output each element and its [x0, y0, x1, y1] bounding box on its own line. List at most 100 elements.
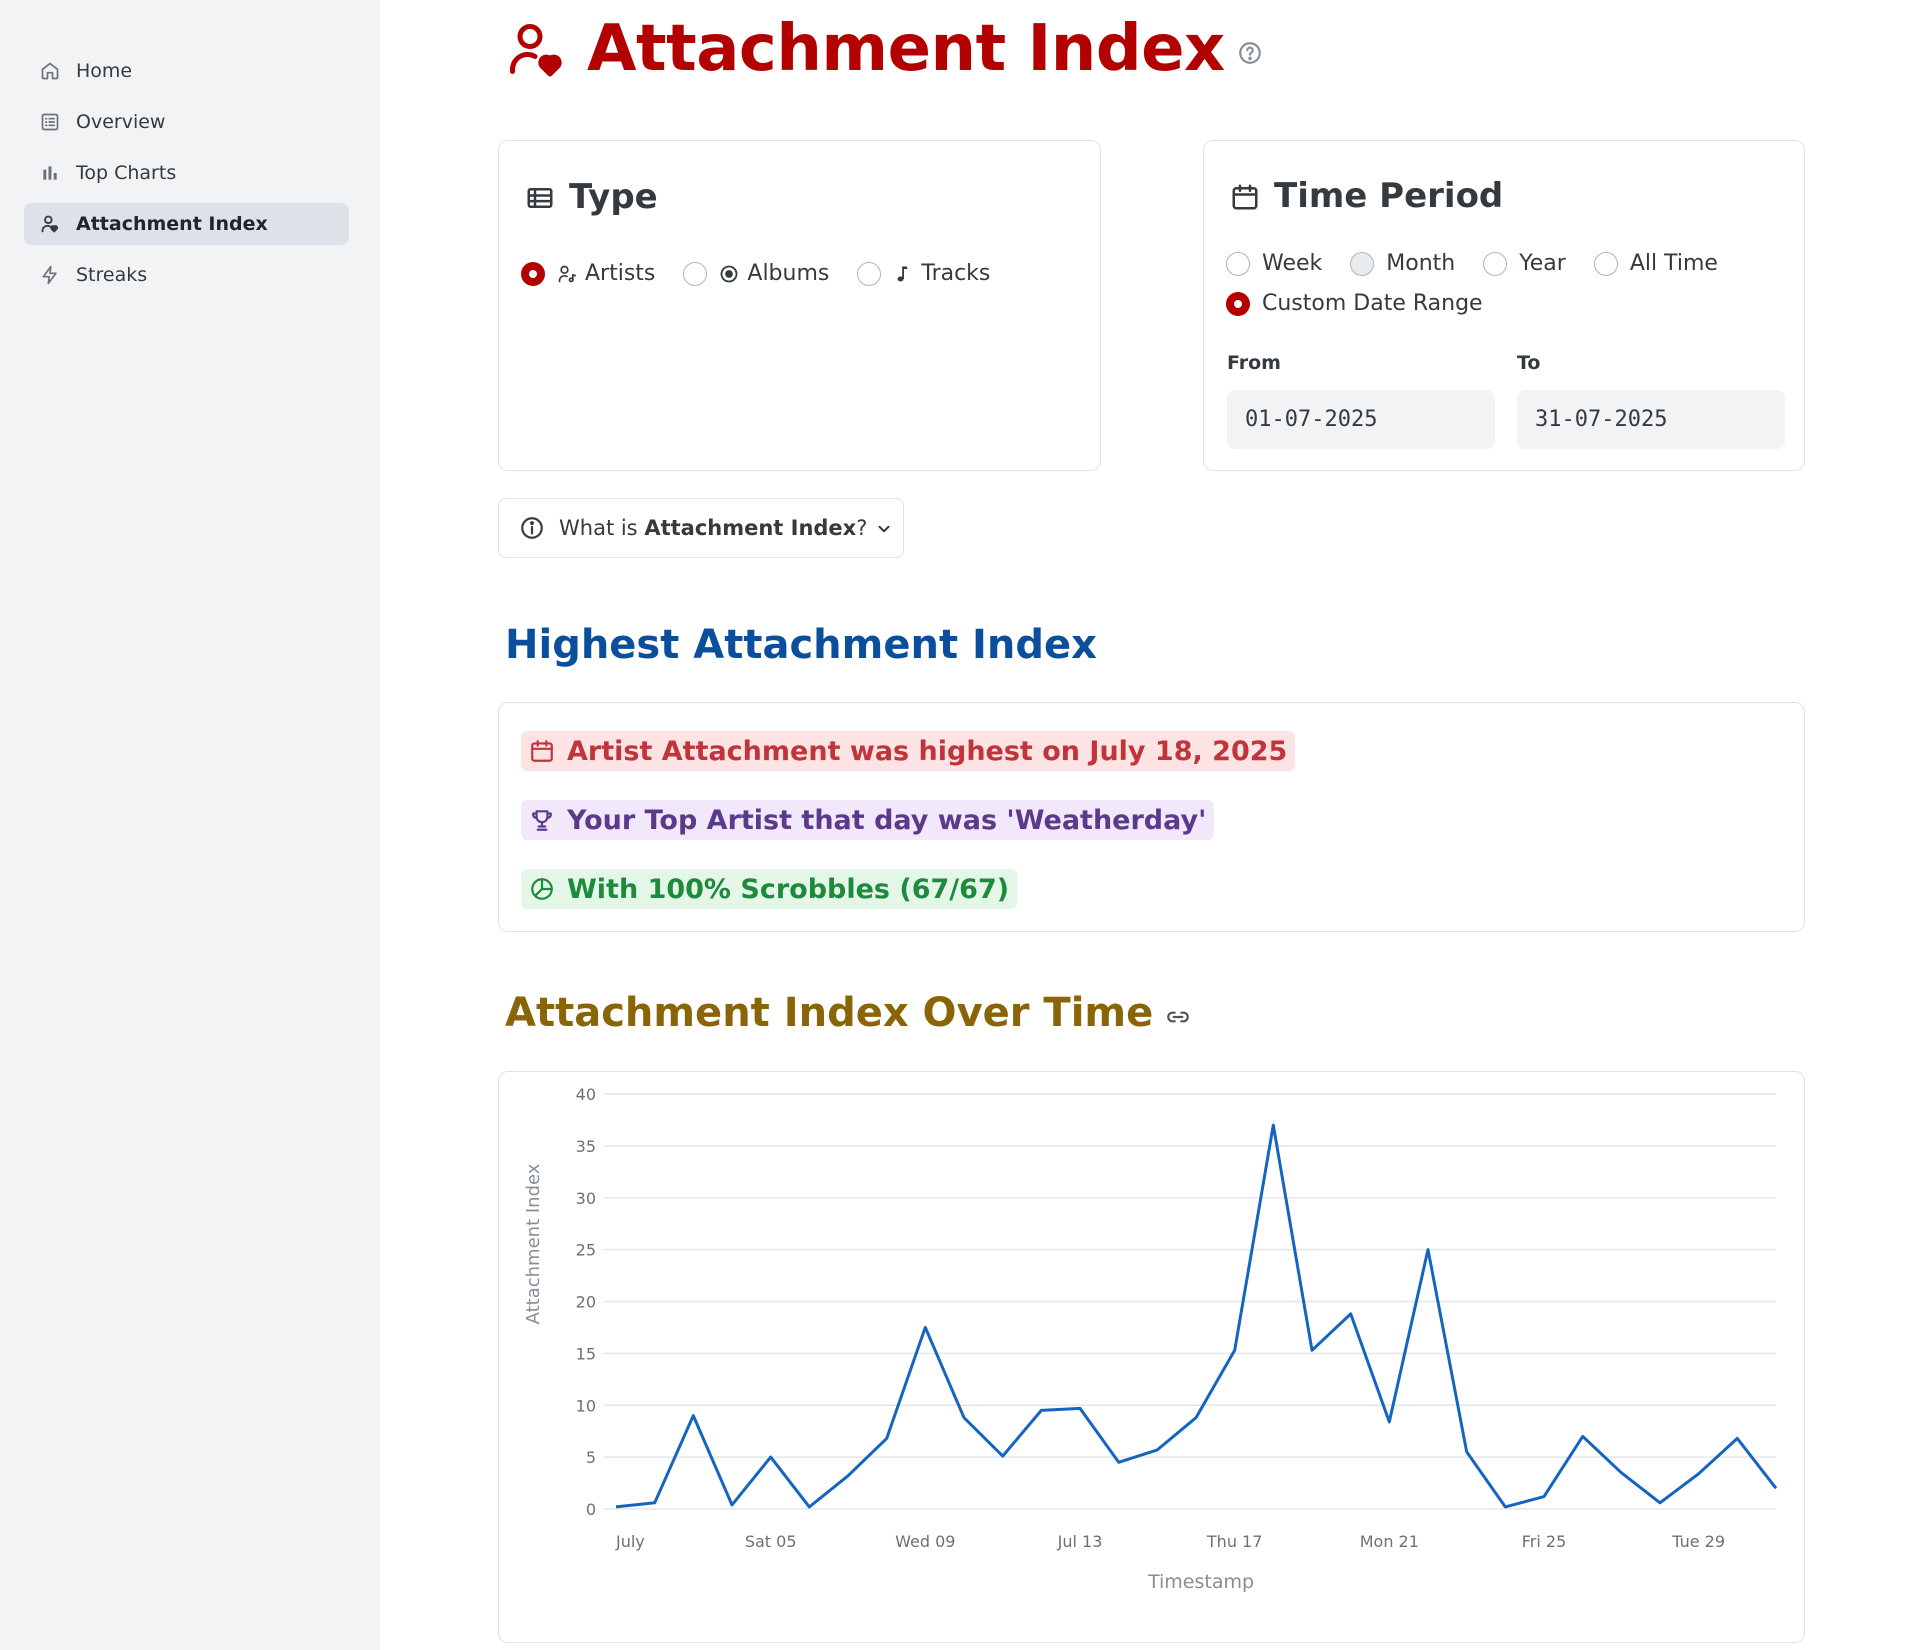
to-date-input[interactable]: 31-07-2025 [1517, 390, 1785, 449]
what-is-prefix: What is [559, 516, 645, 540]
top-artist-text: Your Top Artist that day was 'Weatherday… [567, 804, 1207, 836]
highest-section-title: Highest Attachment Index [505, 622, 1097, 668]
highest-card: Artist Attachment was highest on July 18… [498, 702, 1805, 932]
chart-card: 0 5 10 15 20 25 30 35 40 July Sat 05 Wed 09 Jul 13 T… [498, 1071, 1805, 1643]
radio-tracks[interactable]: Tracks [857, 261, 990, 286]
x-tick-label: Thu 17 [1206, 1532, 1263, 1551]
sidebar-item-streaks[interactable]: Streaks [24, 254, 349, 296]
user-heart-icon [505, 19, 565, 79]
time-card-title: Time Period [1230, 176, 1503, 216]
radio-label: Tracks [921, 261, 991, 286]
table-icon [525, 182, 555, 212]
radio-year[interactable]: Year [1483, 251, 1566, 276]
over-time-title-text: Attachment Index Over Time [505, 990, 1154, 1036]
sidebar-item-label: Overview [76, 111, 166, 133]
page-header: Attachment Index [505, 12, 1263, 86]
radio-circle[interactable] [1226, 291, 1250, 316]
x-tick-label: Fri 25 [1522, 1532, 1567, 1551]
y-axis-label: Attachment Index [523, 1163, 544, 1324]
from-date-input[interactable]: 01-07-2025 [1227, 390, 1495, 449]
pie-chart-icon [529, 876, 555, 902]
main-content: Attachment Index Type Artists [380, 0, 1914, 1650]
type-card: Type Artists Albums [498, 140, 1101, 471]
x-tick-label: July [615, 1532, 645, 1551]
sidebar-item-label: Top Charts [76, 162, 177, 184]
disc-icon [719, 264, 739, 284]
radio-circle[interactable] [683, 261, 708, 286]
y-tick-label: 5 [586, 1448, 596, 1467]
radio-month[interactable]: Month [1350, 251, 1455, 276]
x-tick-label: Jul 13 [1057, 1532, 1103, 1551]
x-tick-label: Mon 21 [1360, 1532, 1419, 1551]
radio-label: Custom Date Range [1262, 291, 1483, 316]
bolt-icon [40, 265, 60, 285]
top-artist-badge: Your Top Artist that day was 'Weatherday… [521, 800, 1215, 840]
time-title-text: Time Period [1274, 176, 1504, 216]
radio-label: Artists [585, 261, 656, 286]
x-axis-label: Timestamp [1147, 1571, 1254, 1593]
y-tick-label: 0 [586, 1500, 596, 1519]
music-note-icon [893, 264, 913, 284]
over-time-section-title: Attachment Index Over Time [505, 990, 1191, 1036]
radio-circle[interactable] [1593, 251, 1618, 276]
attachment-index-chart: 0 5 10 15 20 25 30 35 40 July Sat 05 Wed 09 Jul 13 T… [523, 1085, 1778, 1593]
home-icon [40, 61, 60, 81]
chevron-down-icon [875, 519, 893, 537]
radio-custom-date-range[interactable]: Custom Date Range [1226, 291, 1483, 316]
x-tick-label: Wed 09 [895, 1532, 955, 1551]
calendar-icon [529, 738, 555, 764]
y-tick-label: 20 [576, 1293, 596, 1312]
y-tick-label: 10 [576, 1396, 596, 1415]
user-heart-icon [40, 214, 60, 234]
sidebar-item-home[interactable]: Home [24, 50, 349, 92]
series-line [615, 1123, 1778, 1509]
radio-label: Albums [747, 261, 830, 286]
radio-circle[interactable] [1350, 251, 1375, 276]
list-icon [40, 112, 60, 132]
what-is-attachment-index-button[interactable]: What is Attachment Index ? [498, 498, 904, 558]
trophy-icon [529, 807, 555, 833]
radio-label: All Time [1629, 251, 1718, 276]
y-tick-label: 25 [576, 1241, 596, 1260]
x-tick-label: Sat 05 [745, 1532, 797, 1551]
sidebar-item-overview[interactable]: Overview [24, 101, 349, 143]
what-is-bold: Attachment Index [644, 516, 857, 540]
radio-label: Month [1386, 251, 1456, 276]
user-music-icon [557, 264, 577, 284]
help-icon[interactable] [1237, 40, 1263, 66]
y-tick-label: 15 [576, 1344, 596, 1363]
what-is-suffix: ? [856, 516, 868, 540]
radio-circle[interactable] [857, 261, 882, 286]
info-icon [519, 515, 545, 541]
x-tick-label: Tue 29 [1671, 1532, 1725, 1551]
sidebar-item-label: Home [76, 60, 133, 82]
sidebar-item-attachment-index[interactable]: Attachment Index [24, 203, 349, 245]
from-label: From [1227, 352, 1281, 374]
y-tick-label: 30 [576, 1189, 596, 1208]
radio-all-time[interactable]: All Time [1593, 251, 1718, 276]
highest-date-badge: Artist Attachment was highest on July 18… [521, 731, 1296, 771]
calendar-icon [1230, 181, 1260, 211]
radio-label: Year [1519, 251, 1566, 276]
type-card-title: Type [525, 177, 658, 217]
radio-circle[interactable] [1226, 251, 1250, 276]
to-label: To [1517, 352, 1541, 374]
scrobbles-text: With 100% Scrobbles (67/67) [567, 873, 1010, 905]
scrobbles-badge: With 100% Scrobbles (67/67) [521, 869, 1018, 909]
page-title: Attachment Index [587, 12, 1225, 86]
sidebar-item-label: Attachment Index [76, 213, 268, 235]
sidebar: Home Overview Top Charts Attachment Inde… [0, 0, 380, 1650]
sidebar-item-top-charts[interactable]: Top Charts [24, 152, 349, 194]
radio-circle[interactable] [1483, 251, 1508, 276]
y-tick-label: 40 [576, 1085, 596, 1104]
radio-week[interactable]: Week [1226, 251, 1322, 276]
time-period-card: Time Period Week Month Year All Time [1203, 140, 1805, 471]
link-icon[interactable] [1165, 1004, 1191, 1030]
highest-date-text: Artist Attachment was highest on July 18… [567, 735, 1288, 767]
radio-artists[interactable]: Artists [521, 261, 655, 286]
bar-chart-icon [40, 163, 60, 183]
y-tick-label: 35 [576, 1137, 596, 1156]
radio-albums[interactable]: Albums [683, 261, 829, 286]
radio-circle[interactable] [521, 261, 545, 286]
radio-label: Week [1262, 251, 1323, 276]
